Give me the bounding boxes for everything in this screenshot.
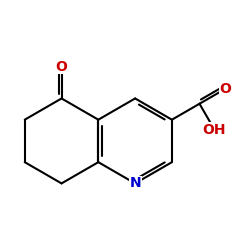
Text: O: O <box>56 60 68 74</box>
Text: N: N <box>129 176 141 190</box>
Text: OH: OH <box>202 122 226 136</box>
Text: O: O <box>219 82 231 96</box>
